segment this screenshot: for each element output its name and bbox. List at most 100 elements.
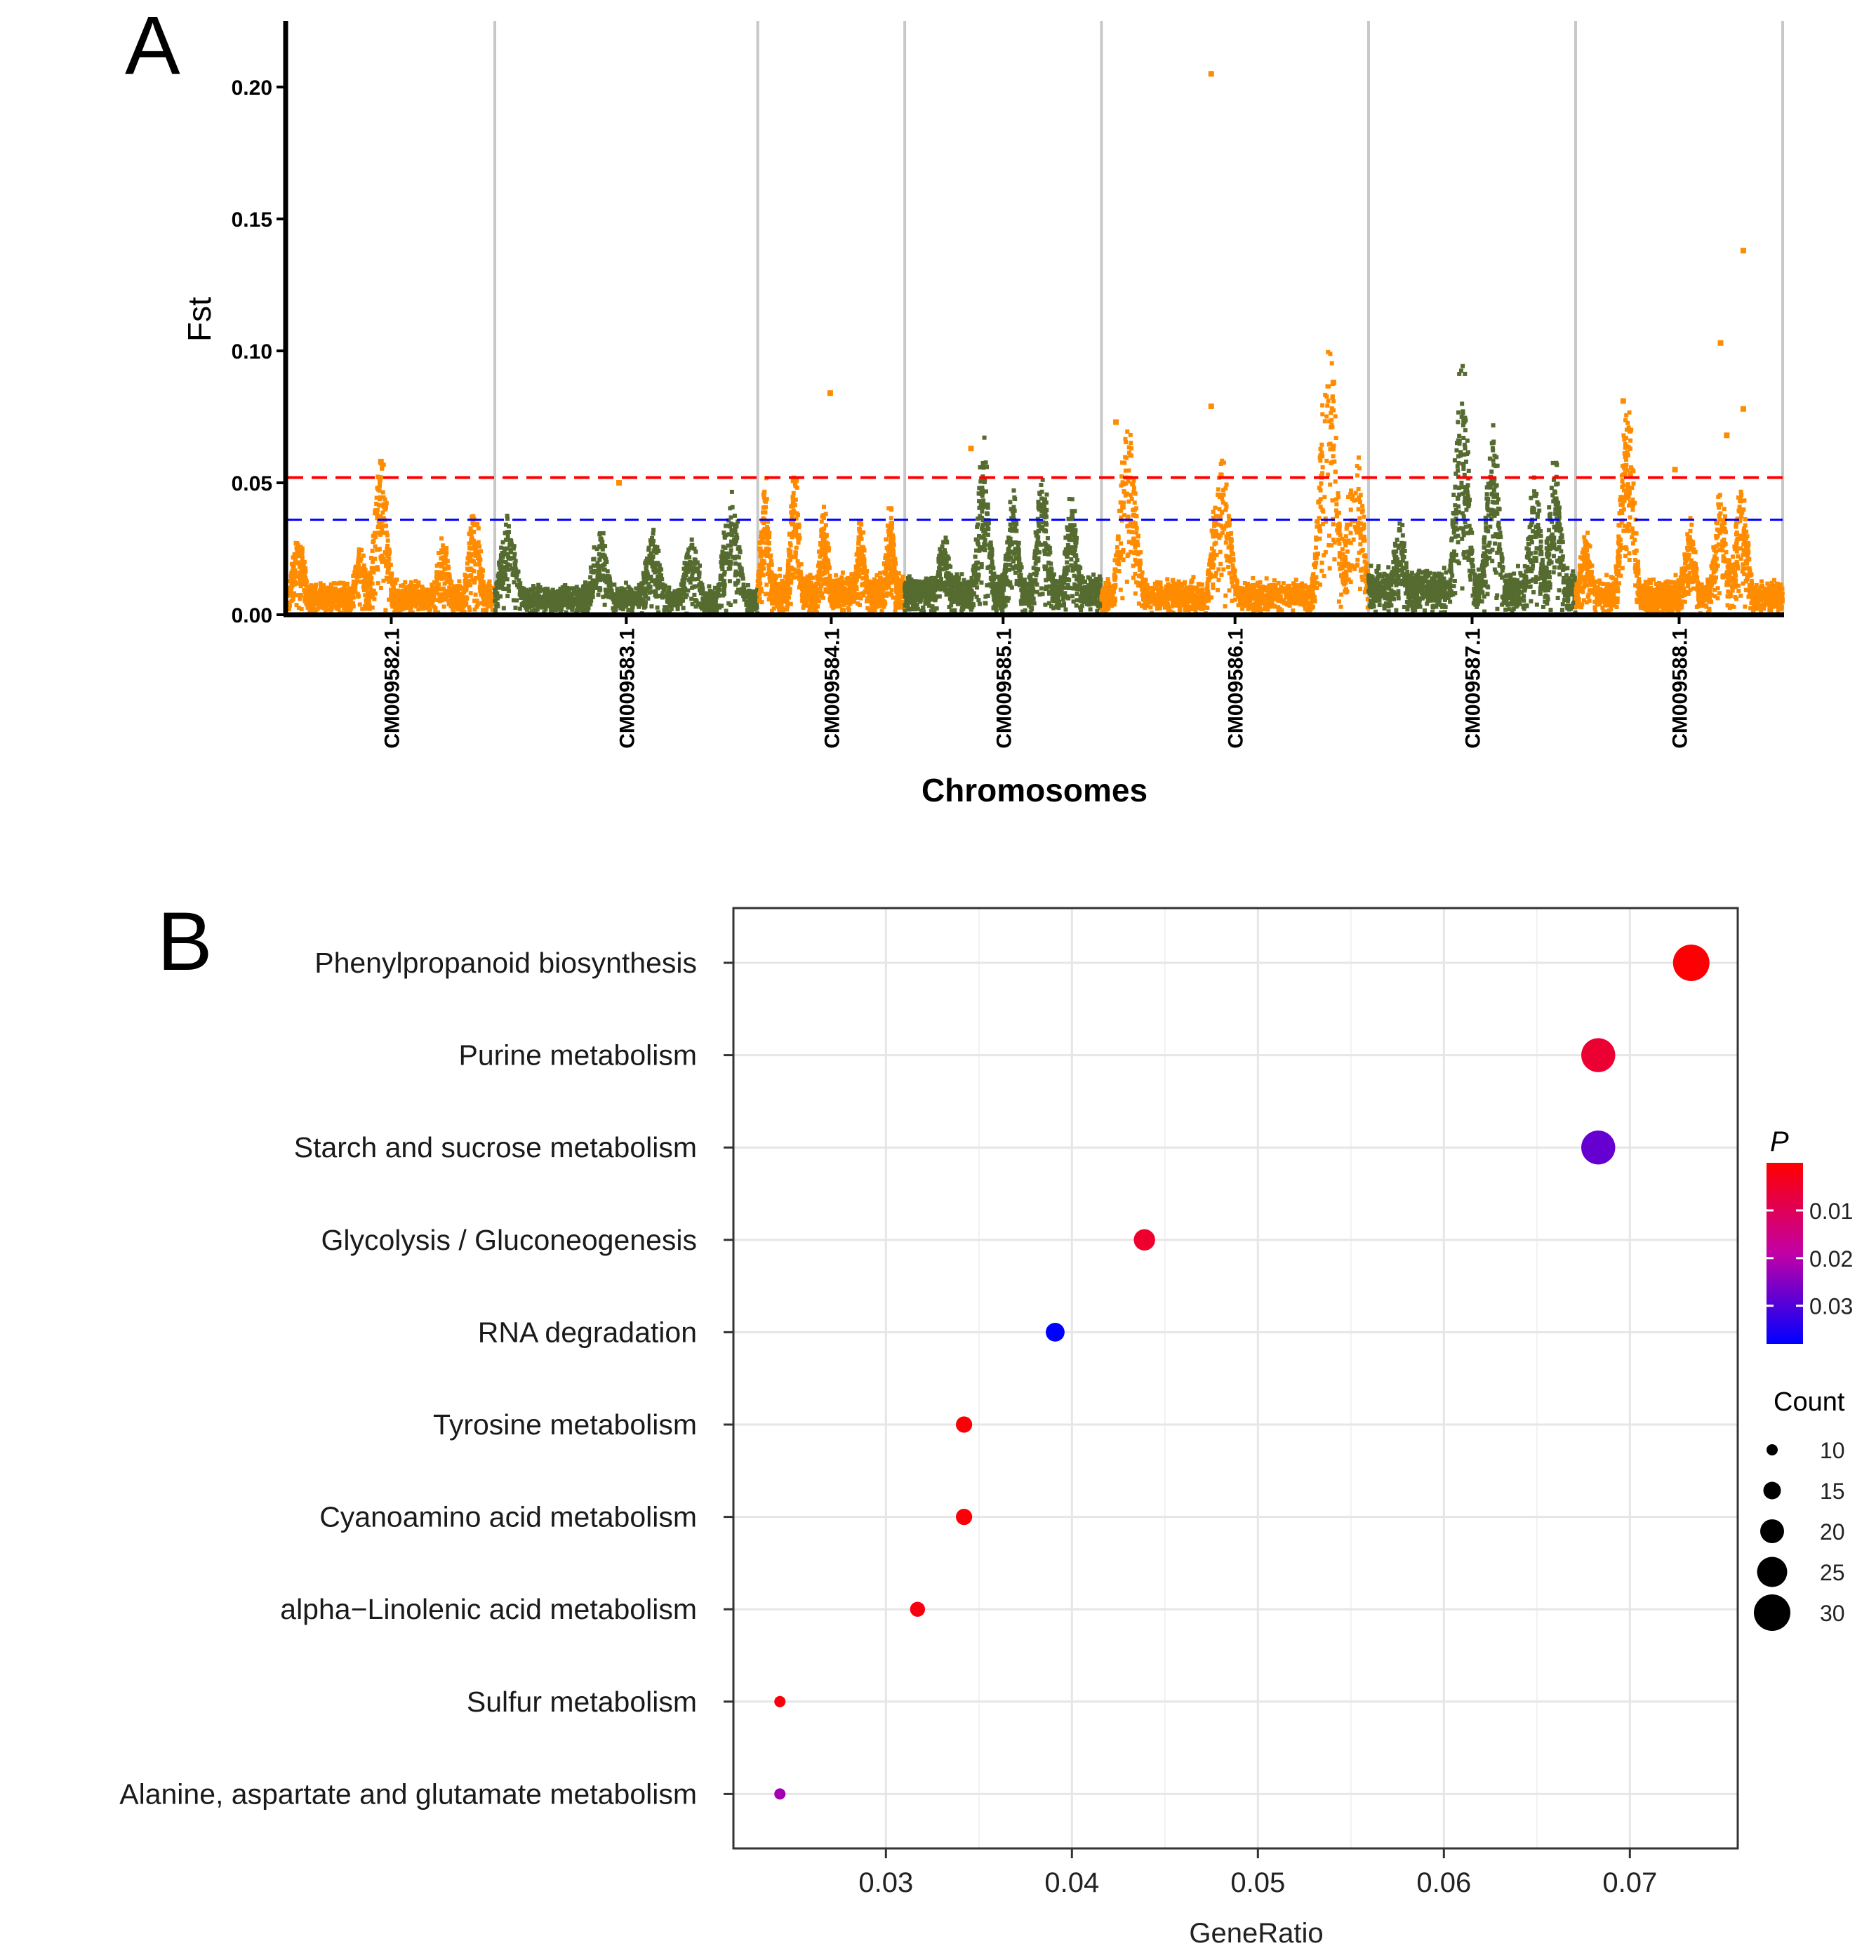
fst-point <box>385 547 390 552</box>
fst-point <box>769 608 774 613</box>
fst-point <box>729 521 733 526</box>
fst-point <box>896 582 900 587</box>
fst-point <box>423 606 428 611</box>
fst-point <box>650 564 655 569</box>
fst-point <box>870 596 875 601</box>
fst-point <box>382 507 387 512</box>
fst-point <box>889 575 894 580</box>
fst-point <box>884 572 889 577</box>
fst-point <box>870 590 875 595</box>
fst-point <box>570 607 575 612</box>
fst-point <box>914 602 919 607</box>
fst-point <box>884 554 889 559</box>
fst-point <box>501 565 506 570</box>
fst-point <box>666 588 671 593</box>
fst-point <box>377 480 382 485</box>
fst-point <box>473 592 478 597</box>
fst-point <box>549 592 554 597</box>
fst-point <box>595 574 600 579</box>
fst-point <box>856 541 861 546</box>
fst-point <box>473 562 478 567</box>
fst-point <box>511 598 516 603</box>
fst-point <box>884 591 889 596</box>
fst-point <box>886 585 891 589</box>
fst-point <box>769 559 773 564</box>
fst-point <box>576 605 580 610</box>
fst-point <box>733 573 738 578</box>
fst-point <box>884 583 889 588</box>
fst-point <box>496 575 501 580</box>
fst-point <box>800 599 805 604</box>
fst-point <box>841 587 846 592</box>
fst-point <box>353 581 358 586</box>
fst-point <box>575 596 580 601</box>
fst-point <box>681 579 686 584</box>
fst-point <box>752 589 757 594</box>
fst-point <box>877 596 882 601</box>
fst-point <box>1014 578 1019 583</box>
fst-point <box>828 595 833 600</box>
fst-point <box>436 582 441 587</box>
fst-point <box>550 600 555 605</box>
fst-point <box>408 610 413 615</box>
fst-point <box>1063 607 1068 612</box>
fst-point <box>379 524 384 529</box>
fst-point <box>573 592 578 596</box>
fst-point <box>371 559 375 564</box>
fst-point <box>888 580 893 585</box>
fst-point <box>580 598 585 603</box>
fst-point <box>495 604 500 608</box>
fst-point <box>728 603 733 608</box>
fst-point <box>319 589 324 594</box>
fst-point <box>853 592 858 596</box>
fst-point <box>512 580 517 585</box>
fst-point <box>884 564 889 569</box>
fst-point <box>851 590 856 595</box>
fst-point <box>346 604 351 608</box>
fst-point <box>849 589 853 594</box>
fst-point <box>583 604 587 608</box>
fst-point <box>603 578 608 583</box>
fst-point <box>600 543 605 548</box>
fst-point <box>582 584 587 589</box>
fst-point <box>392 592 397 597</box>
fst-point <box>800 586 805 591</box>
fst-point <box>781 592 786 596</box>
fst-point <box>356 594 361 599</box>
fst-point <box>719 560 724 565</box>
fst-point <box>686 547 691 552</box>
fst-point <box>461 590 466 595</box>
fst-point <box>314 596 319 601</box>
fst-point <box>790 479 795 484</box>
fst-point <box>591 557 596 562</box>
fst-point <box>822 565 827 570</box>
fst-point <box>834 573 839 578</box>
fst-point <box>589 569 594 574</box>
fst-point <box>832 597 837 602</box>
fst-point <box>834 594 839 599</box>
fst-point <box>349 597 354 602</box>
fst-point <box>819 528 824 533</box>
fst-point <box>521 594 526 599</box>
fst-point <box>600 540 605 545</box>
fst-point <box>442 574 447 579</box>
fst-point <box>505 577 510 582</box>
fst-point <box>750 608 754 613</box>
fst-point <box>465 561 470 566</box>
fst-point <box>554 598 559 603</box>
fst-point <box>675 589 680 594</box>
fst-point <box>713 592 718 596</box>
fst-point <box>823 547 827 552</box>
fst-point <box>319 601 324 606</box>
fst-point <box>747 589 752 594</box>
fst-point <box>712 608 717 613</box>
fst-point <box>338 595 342 600</box>
fst-point <box>303 569 308 574</box>
fst-point <box>306 605 311 610</box>
fst-point <box>624 592 629 597</box>
fst-point <box>831 579 836 584</box>
fst-point <box>862 548 867 553</box>
fst-point <box>728 506 733 511</box>
fst-point <box>561 603 566 608</box>
fst-point <box>721 572 726 577</box>
